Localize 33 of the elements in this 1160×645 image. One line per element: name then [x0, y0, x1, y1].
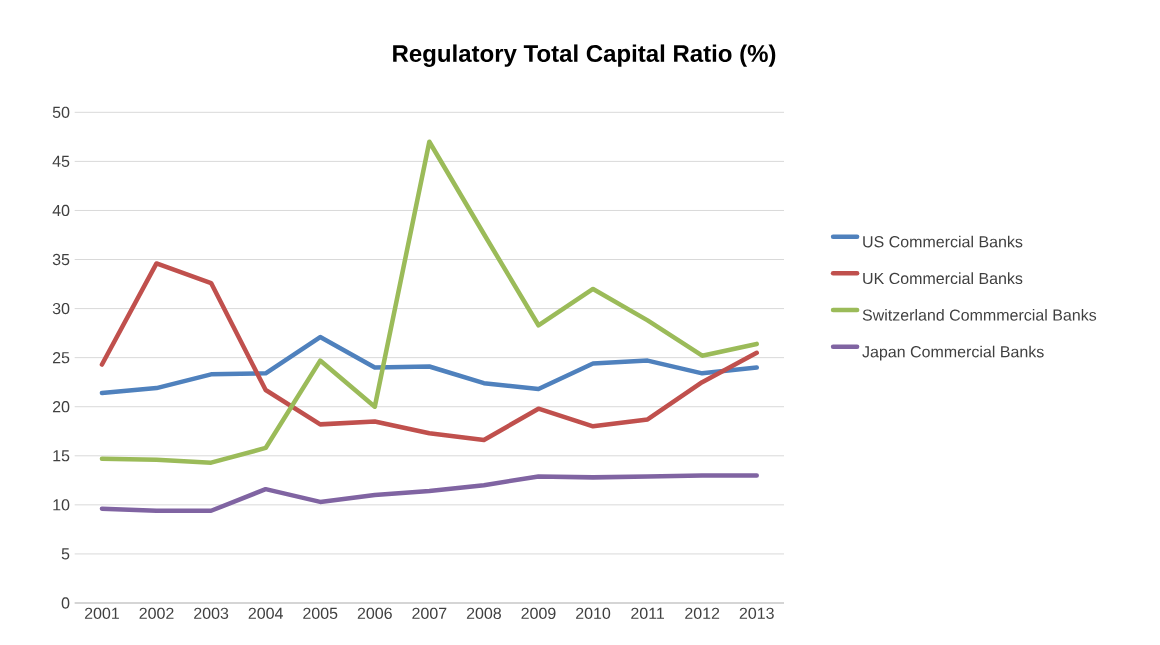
line-series [99, 139, 759, 465]
legend-label: Japan Commercial Banks [862, 345, 1044, 361]
y-tick-label: 20 [52, 401, 70, 413]
y-tick-label: 5 [61, 548, 70, 560]
x-tick-label: 2007 [412, 607, 447, 620]
x-tick-label: 2004 [248, 607, 283, 620]
x-tick-label: 2006 [357, 607, 392, 620]
x-tick-label: 2005 [303, 607, 338, 620]
x-tick-label: 2001 [84, 607, 119, 620]
x-tick-label: 2010 [576, 607, 611, 620]
y-tick-label: 35 [52, 253, 70, 266]
y-tick-label: 45 [52, 155, 70, 167]
y-tick-label: 50 [52, 106, 70, 118]
x-tick-label: 2011 [631, 607, 665, 620]
x-tick-label: 2009 [521, 607, 556, 620]
y-tick-label: 30 [52, 302, 70, 315]
x-tick-label: 2012 [685, 607, 720, 620]
y-tick-label: 0 [61, 597, 70, 609]
x-tick-label: 2002 [139, 607, 174, 620]
line-series [99, 473, 759, 514]
y-tick-label: 15 [53, 450, 70, 462]
legend-label: US Commercial Banks [863, 235, 1023, 248]
line-series [99, 261, 759, 443]
chart-title: Regulatory Total Capital Ratio (%) [393, 44, 776, 67]
y-tick-label: 25 [52, 352, 70, 364]
legend-label: Switzerland Commmercial Banks [862, 309, 1097, 321]
legend-label: UK Commercial Banks [863, 272, 1023, 285]
y-tick-label: 10 [53, 499, 70, 511]
line-series [99, 334, 759, 396]
x-tick-label: 2008 [466, 607, 501, 620]
y-tick-label: 40 [52, 204, 70, 217]
x-tick-label: 2013 [739, 607, 774, 620]
x-tick-label: 2003 [194, 607, 229, 620]
